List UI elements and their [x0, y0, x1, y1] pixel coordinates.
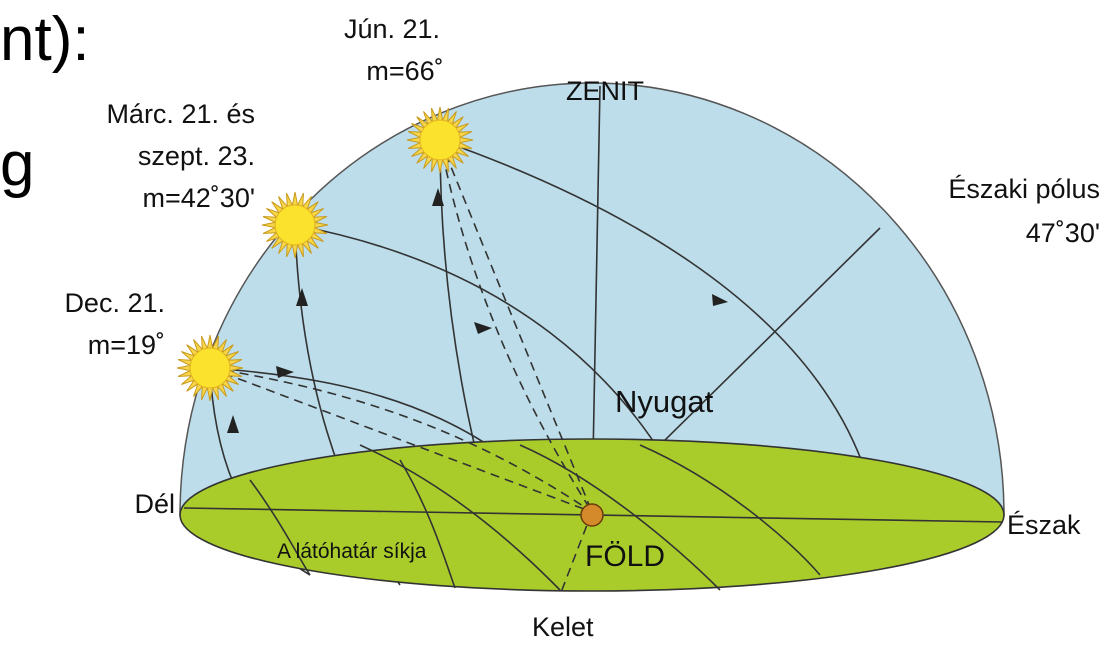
slide-text: g	[0, 130, 34, 199]
label: Északi pólus	[948, 174, 1100, 204]
label: 47˚30'	[1026, 218, 1100, 248]
label: Márc. 21. és	[106, 99, 255, 129]
label: m=19˚	[88, 330, 165, 360]
label: Dec. 21.	[64, 288, 165, 318]
label: szept. 23.	[138, 141, 255, 171]
label: Dél	[134, 489, 175, 519]
label: m=66˚	[366, 56, 443, 86]
label: m=42˚30'	[143, 183, 255, 213]
label: Kelet	[532, 612, 594, 642]
label: Észak	[1007, 510, 1081, 540]
earth-dot	[581, 504, 603, 526]
label: A látóhatár síkja	[277, 540, 427, 563]
sun	[190, 348, 230, 388]
diagram: nt): g Jún. 21. m=66˚ ZENIT Márc. 21. és…	[0, 0, 1109, 647]
sun	[275, 205, 315, 245]
label: Jún. 21.	[344, 14, 440, 44]
sun	[420, 120, 460, 160]
label: ZENIT	[566, 76, 644, 106]
label: Nyugat	[615, 384, 714, 419]
slide-text: nt):	[0, 5, 90, 74]
label: FÖLD	[585, 540, 665, 573]
